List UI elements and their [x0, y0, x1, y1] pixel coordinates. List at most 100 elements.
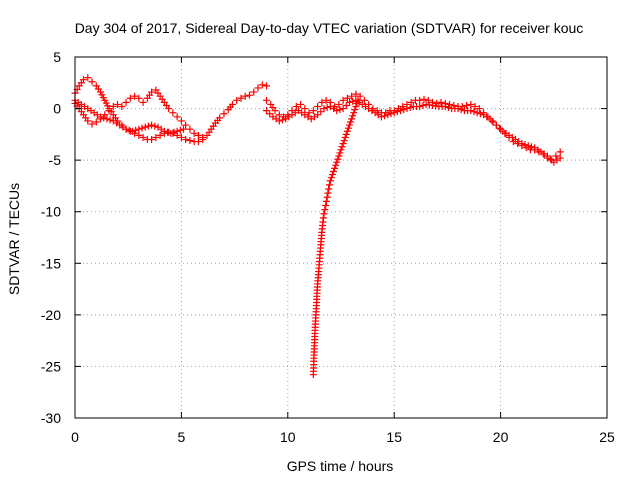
data-point [475, 105, 483, 113]
data-point [118, 103, 126, 111]
data-point [349, 97, 357, 105]
data-point [377, 113, 385, 121]
data-point [258, 81, 266, 89]
data-point [346, 121, 354, 129]
data-point [216, 114, 224, 122]
data-point [347, 118, 355, 126]
data-point [194, 131, 202, 139]
data-point [170, 128, 178, 136]
data-point [403, 105, 411, 113]
data-point [419, 101, 427, 109]
data-point [105, 107, 113, 115]
data-point [135, 125, 143, 133]
data-point [420, 95, 428, 103]
data-point [275, 111, 283, 119]
data-point [332, 161, 340, 169]
data-point [148, 88, 156, 96]
data-point [314, 103, 322, 111]
x-tick-label: 5 [178, 429, 186, 445]
data-point [338, 143, 346, 151]
data-point [164, 128, 172, 136]
data-point [333, 107, 341, 115]
data-point [327, 174, 335, 182]
data-point [263, 96, 271, 104]
data-point [80, 76, 88, 84]
series-track-e [263, 96, 564, 166]
data-point [139, 98, 147, 106]
y-tick-label: -5 [49, 152, 62, 168]
data-point [144, 122, 152, 130]
y-tick-label: -25 [41, 358, 61, 374]
data-point [165, 105, 173, 113]
data-point [182, 136, 190, 144]
data-point [556, 148, 564, 156]
data-point [271, 107, 279, 115]
data-point [176, 126, 184, 134]
data-point [437, 98, 445, 106]
data-point [275, 117, 283, 125]
data-point [266, 110, 274, 118]
data-point [141, 123, 149, 131]
data-point [325, 185, 333, 193]
plot-border [74, 56, 608, 419]
data-point [309, 107, 317, 115]
data-point [292, 103, 300, 111]
data-point [489, 118, 497, 126]
data-point [349, 112, 357, 120]
data-point [352, 103, 360, 111]
plot-frame [74, 56, 608, 419]
data-point [335, 100, 343, 108]
data-point [135, 94, 143, 102]
data-point [194, 138, 202, 146]
data-point [441, 103, 449, 111]
data-point [547, 155, 555, 163]
data-point [301, 105, 309, 113]
data-point [492, 121, 500, 129]
data-point [496, 124, 504, 132]
data-point [173, 127, 181, 135]
y-tick-label: 5 [53, 49, 61, 65]
data-point [326, 177, 334, 185]
data-point [353, 99, 361, 107]
data-point [241, 92, 249, 100]
data-point [101, 111, 109, 119]
y-tick-label: -30 [41, 410, 61, 426]
data-point [138, 124, 146, 132]
data-point [521, 141, 529, 149]
data-point [177, 117, 185, 125]
x-tick-label: 15 [386, 429, 402, 445]
data-point [135, 131, 143, 139]
data-point [406, 104, 414, 112]
data-point [177, 133, 185, 141]
data-point [114, 100, 122, 108]
data-point [318, 98, 326, 106]
data-point [254, 84, 262, 92]
data-point [400, 106, 408, 114]
data-point [476, 110, 484, 118]
data-point [278, 116, 286, 124]
data-point [263, 82, 271, 90]
data-point [297, 100, 305, 108]
data-point [220, 110, 228, 118]
axis-ticks: 0 5 10 15 20 25 5 0 -5 -10 -15 -20 -25 -30 [41, 49, 615, 445]
data-point [324, 189, 332, 197]
data-point [384, 111, 392, 119]
data-point [305, 109, 313, 117]
y-tick-label: -10 [41, 204, 61, 220]
data-point [160, 127, 168, 135]
data-point [151, 122, 159, 130]
data-point [393, 108, 401, 116]
x-tick-label: 25 [599, 429, 615, 445]
series-track-f [309, 96, 362, 379]
data-point [182, 121, 190, 129]
data-point [321, 206, 329, 214]
data-point [199, 133, 207, 141]
data-point [352, 90, 360, 98]
data-point [167, 129, 175, 137]
data-point [343, 127, 351, 135]
data-point [326, 181, 334, 189]
chart-title: Day 304 of 2017, Sidereal Day-to-day VTE… [75, 20, 584, 36]
x-tick-label: 10 [280, 429, 296, 445]
y-tick-label: -20 [41, 307, 61, 323]
data-point [317, 108, 325, 116]
